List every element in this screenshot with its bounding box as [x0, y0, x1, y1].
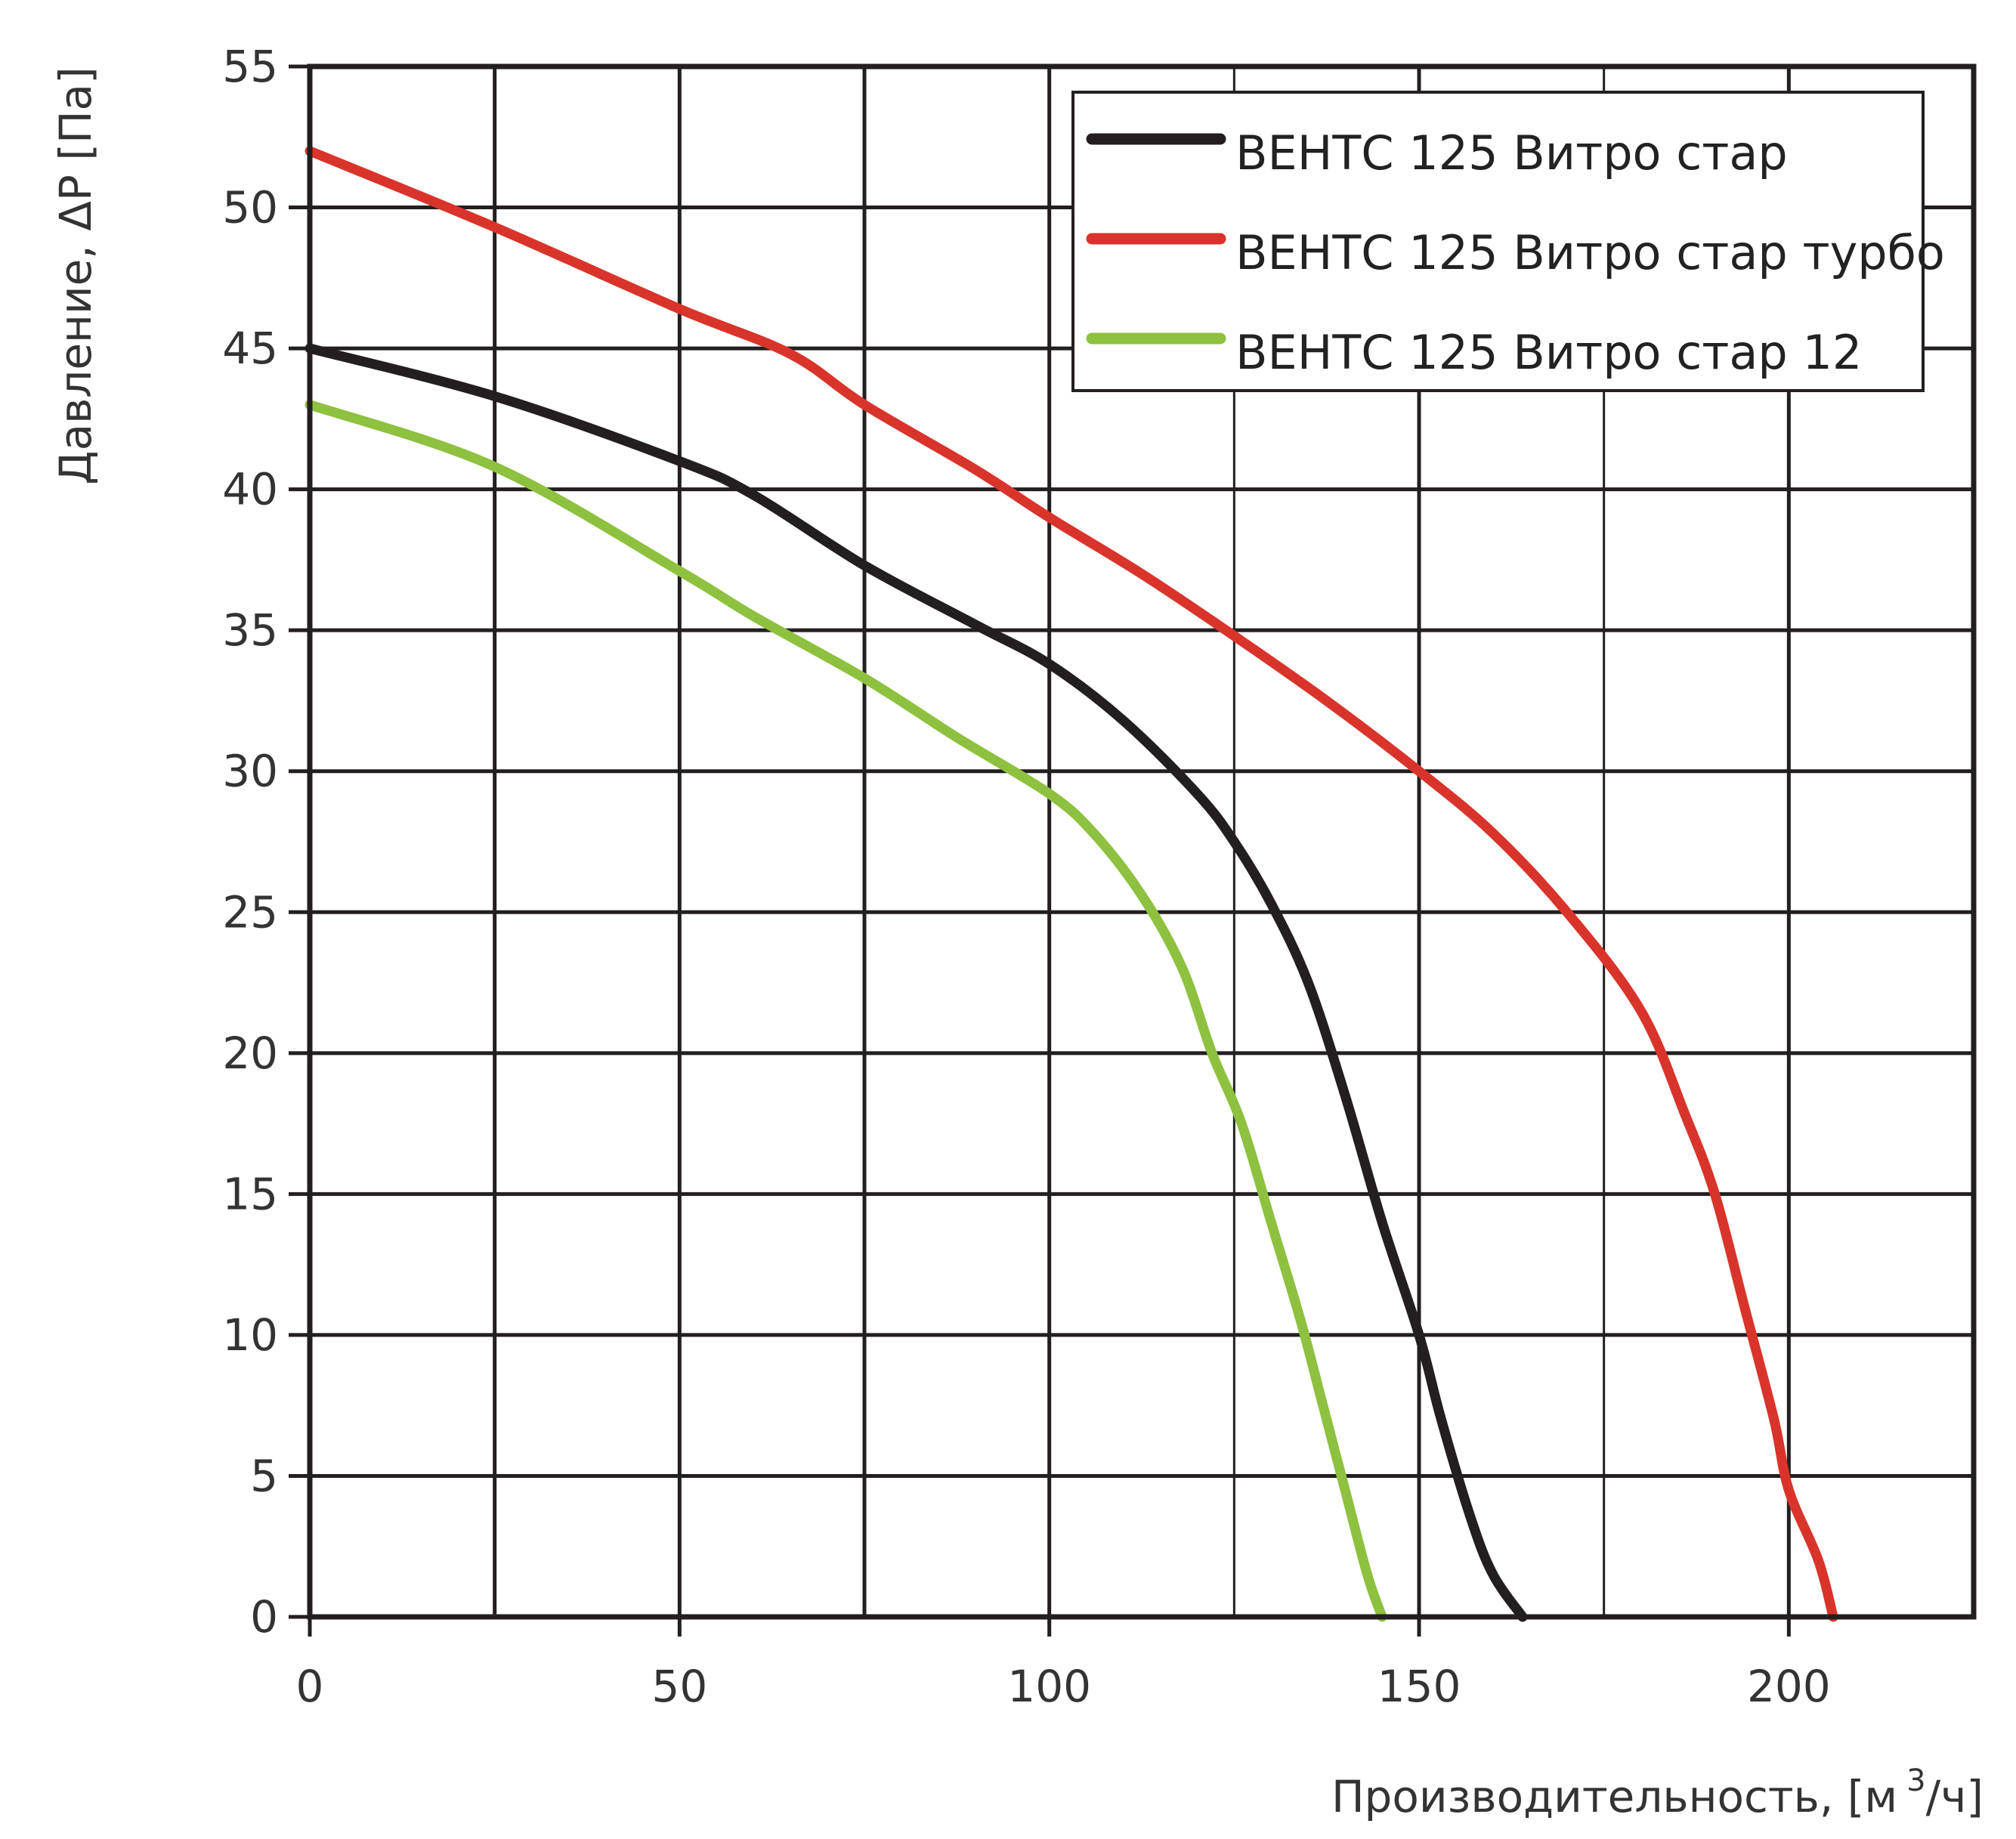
- x-tick-label: 150: [1377, 1661, 1461, 1712]
- y-tick-label: 15: [222, 1168, 278, 1219]
- series-line-2: [305, 146, 1838, 1622]
- y-tick-label: 0: [250, 1591, 278, 1643]
- y-tick-label: 25: [222, 886, 278, 938]
- legend-label-1: ВЕНТС 125 Витро стар: [1235, 125, 1788, 181]
- y-tick-label: 30: [222, 746, 278, 797]
- y-tick-label: 55: [222, 41, 278, 92]
- x-tick-label: 200: [1747, 1661, 1831, 1712]
- y-tick-label: 40: [222, 464, 278, 515]
- x-axis-title-sup: 3: [1906, 1763, 1925, 1798]
- x-axis-title-tail: /ч]: [1926, 1771, 1984, 1822]
- tick-layer: 0 5 10 15 20 25 30 35 40 45 50 55 0 50 100 150 200: [222, 41, 1831, 1712]
- x-axis-title-main: Производительность, [м: [1331, 1771, 1897, 1822]
- y-tick-label: 45: [222, 323, 278, 374]
- y-tick-label: 50: [222, 182, 278, 233]
- legend-label-3: ВЕНТС 125 Витро стар 12: [1235, 325, 1862, 380]
- series-line-3: [305, 400, 1387, 1622]
- legend: ВЕНТС 125 Витро стар ВЕНТС 125 Витро стар…: [1071, 91, 1945, 392]
- plot-frame: [307, 63, 1977, 1620]
- x-axis-title: Производительность, [м 3/ч]: [1331, 1763, 1984, 1822]
- y-axis-title: Давление, ΔP [Па]: [50, 66, 101, 484]
- x-tick-label: 100: [1007, 1661, 1091, 1712]
- y-tick-label: 5: [250, 1450, 278, 1501]
- x-tick-label: 50: [651, 1661, 707, 1712]
- x-tick-label: 0: [296, 1661, 324, 1712]
- series-line-1: [305, 343, 1528, 1622]
- frame-layer: [307, 63, 1977, 1620]
- legend-label-2: ВЕНТС 125 Витро стар турбо: [1235, 225, 1945, 280]
- y-tick-label: 20: [222, 1028, 278, 1079]
- series-layer: [305, 146, 1838, 1622]
- y-tick-label: 10: [222, 1309, 278, 1361]
- y-tick-label: 35: [222, 604, 278, 656]
